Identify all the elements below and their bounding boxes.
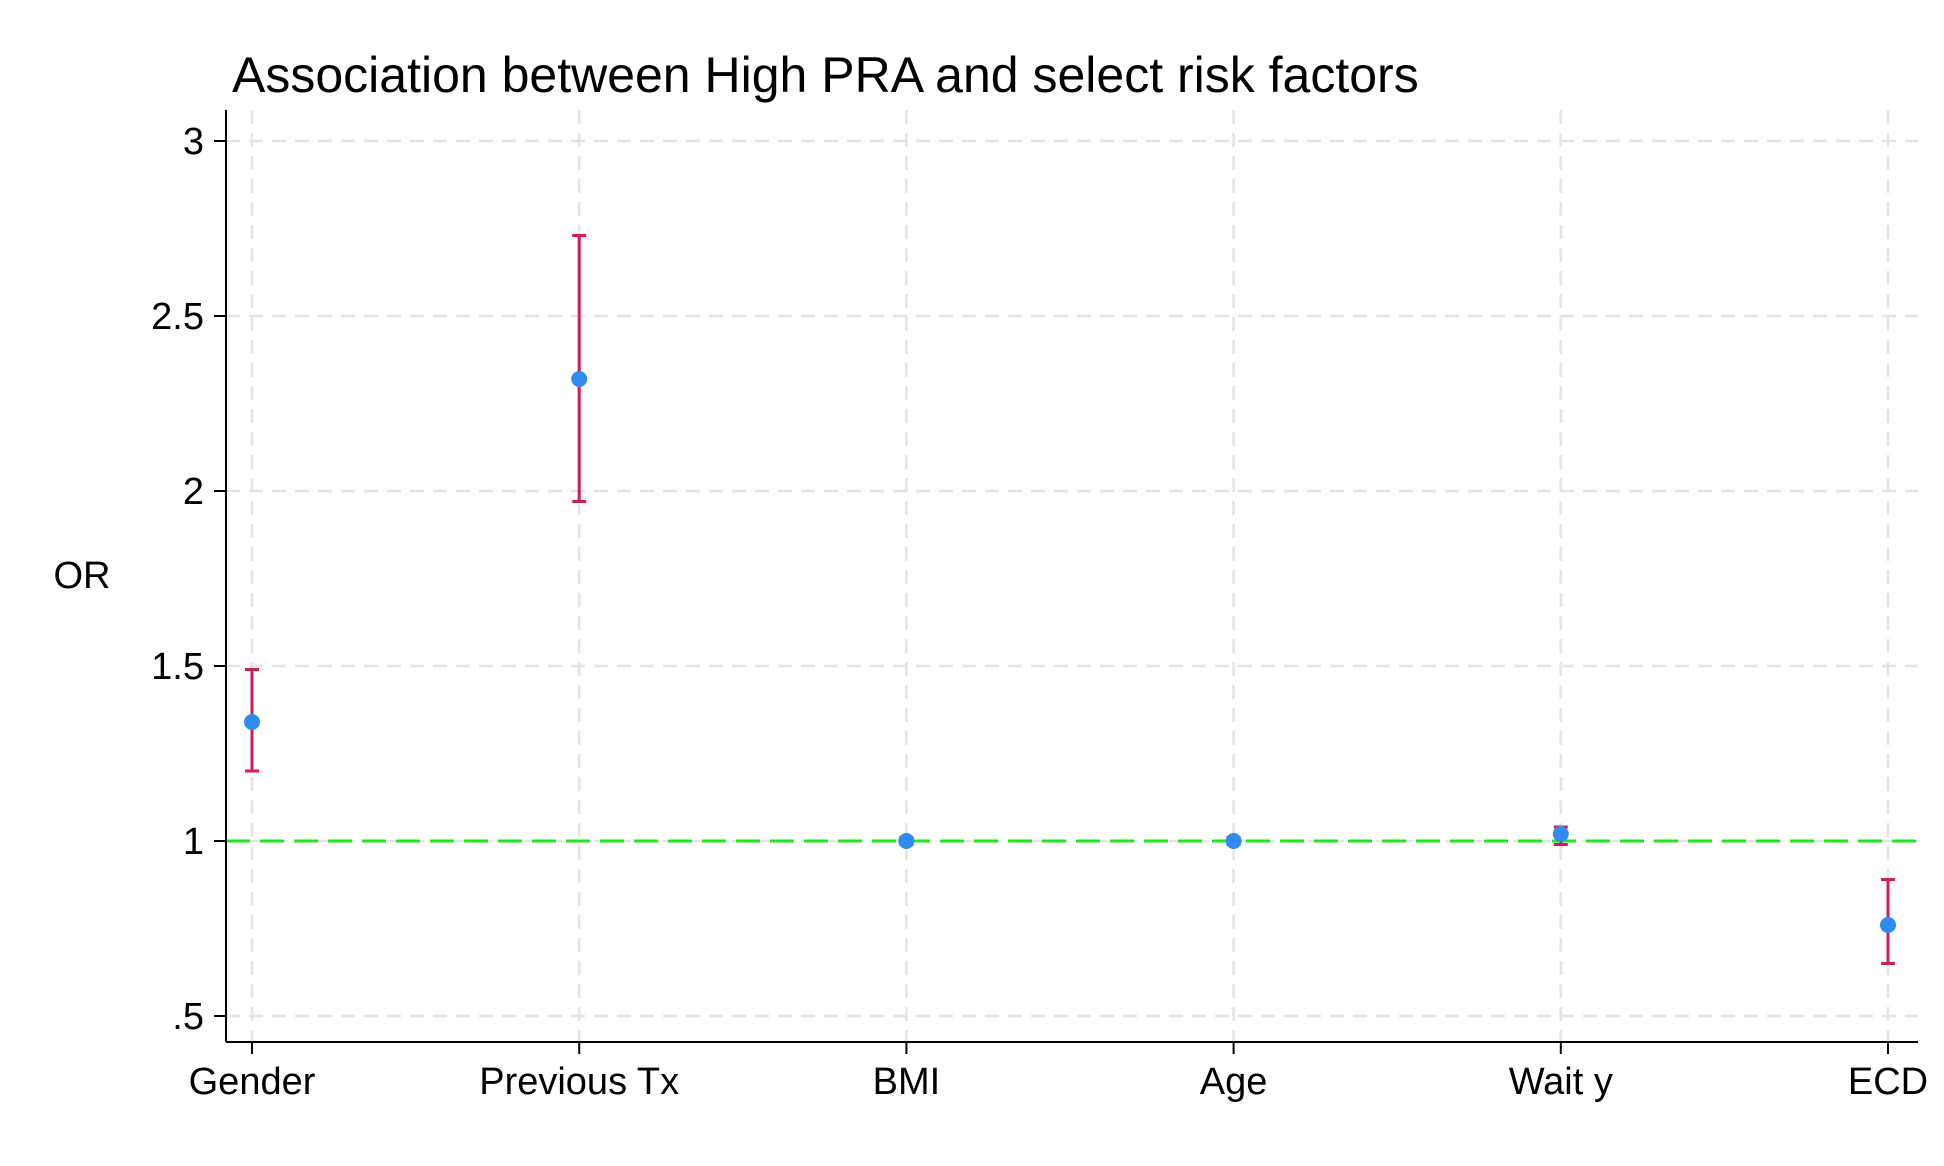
y-tick-label: 1.5 (151, 646, 204, 688)
x-tick-label: ECD (1848, 1061, 1928, 1103)
axes: .5 1 1.5 2 2.5 3 Gender Previous Tx BMI Age Wait y… (151, 110, 1928, 1103)
data-point (1225, 833, 1242, 849)
x-tick-label: Age (1200, 1061, 1268, 1103)
y-tick-label: 2.5 (151, 296, 204, 338)
data-point (571, 371, 588, 387)
y-axis-title: OR (54, 555, 111, 597)
y-tick-label: 3 (183, 121, 204, 163)
x-tick-label: BMI (873, 1061, 941, 1103)
data-point (898, 833, 915, 849)
x-tick-label: Gender (189, 1061, 316, 1103)
confidence-intervals (245, 234, 1895, 965)
data-point (1552, 826, 1569, 842)
grid (226, 110, 1918, 1042)
x-tick-label: Previous Tx (479, 1061, 679, 1103)
y-tick-label: 1 (183, 821, 204, 863)
y-tick-label: .5 (172, 996, 204, 1038)
chart-title: Association between High PRA and select … (232, 47, 1419, 103)
x-tick-label: Wait y (1509, 1061, 1613, 1103)
y-tick-label: 2 (183, 471, 204, 513)
data-points (244, 371, 1896, 933)
data-point (1880, 917, 1896, 933)
data-point (244, 714, 260, 730)
